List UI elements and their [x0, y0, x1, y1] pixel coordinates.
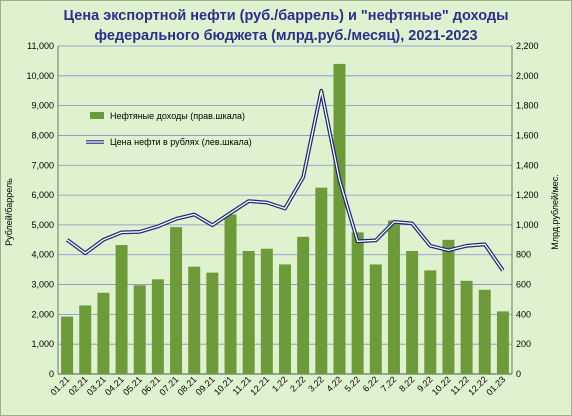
- x-tick-label: 03.21: [85, 374, 108, 397]
- left-tick-label: 9,000: [31, 101, 54, 111]
- right-tick-label: 400: [516, 309, 531, 319]
- bar: [115, 245, 128, 374]
- x-tick-label: 05.21: [121, 374, 144, 397]
- legend-swatch-bar: [90, 112, 104, 119]
- left-tick-label: 3,000: [31, 280, 54, 290]
- legend: Нефтяные доходы (прав.шкала) Цена нефти …: [86, 111, 252, 147]
- x-tick-label: 06.21: [139, 374, 162, 397]
- right-tick-label: 1,600: [516, 130, 539, 140]
- bar: [279, 264, 291, 374]
- bar: [97, 292, 110, 374]
- legend-label-line: Цена нефти в рублях (лев.шкала): [110, 137, 252, 147]
- x-tick-label: 1.22: [270, 374, 289, 393]
- right-tick-label: 0: [516, 369, 521, 379]
- left-tick-label: 1,000: [31, 339, 54, 349]
- x-tick-label: 02.21: [67, 374, 90, 397]
- right-tick-label: 200: [516, 339, 531, 349]
- right-tick-label: 1,000: [516, 220, 539, 230]
- line-series: [65, 88, 505, 272]
- left-tick-label: 11,000: [27, 41, 54, 51]
- left-tick-label: 7,000: [31, 160, 54, 170]
- bar: [170, 227, 183, 374]
- right-tick-label: 1,400: [516, 160, 539, 170]
- bar: [496, 311, 509, 374]
- x-axis-ticks: 01.2102.2103.2104.2105.2106.2107.2108.21…: [48, 374, 507, 397]
- chart-title-line1: Цена экспортной нефти (руб./баррель) и "…: [63, 8, 509, 24]
- bar: [188, 266, 201, 374]
- bar: [79, 305, 92, 374]
- bar: [315, 187, 328, 374]
- bar: [387, 220, 400, 374]
- bar: [242, 251, 255, 374]
- right-tick-label: 2,000: [516, 71, 539, 81]
- bar: [333, 63, 346, 375]
- bar: [260, 248, 273, 374]
- x-tick-label: 10.22: [430, 374, 453, 397]
- left-tick-label: 8,000: [31, 130, 54, 140]
- bar: [151, 279, 164, 374]
- x-tick-label: 10.21: [212, 374, 235, 397]
- x-tick-label: 12.21: [248, 374, 271, 397]
- bar: [206, 272, 219, 374]
- left-tick-label: 5,000: [31, 220, 54, 230]
- bar-series: [61, 63, 509, 375]
- bar: [61, 316, 74, 374]
- left-axis-ticks: 0 1,000 2,000 3,000 4,000 5,000 6,000 7,000 8,00…: [26, 41, 54, 379]
- bar: [224, 214, 237, 374]
- bar: [133, 285, 146, 374]
- left-tick-label: 0: [49, 369, 54, 379]
- x-tick-label: 4.22: [324, 374, 343, 393]
- right-tick-label: 2,200: [516, 41, 539, 51]
- right-tick-label: 1,200: [516, 190, 539, 200]
- right-tick-label: 1,800: [516, 101, 539, 111]
- left-tick-label: 4,000: [31, 250, 54, 260]
- bar: [351, 232, 364, 374]
- right-axis-label: Млрд.рублей/мес.: [550, 174, 560, 250]
- x-tick-label: 2.22: [288, 374, 307, 393]
- chart-title-line2: федерального бюджета (млрд.руб./месяц), …: [94, 28, 478, 44]
- x-tick-label: 3.22: [306, 374, 325, 393]
- x-tick-label: 07.21: [157, 374, 180, 397]
- left-axis-label: Рублей/баррель: [4, 178, 14, 246]
- bar: [406, 251, 419, 374]
- bar: [297, 236, 310, 374]
- x-tick-label: 11.22: [448, 374, 471, 397]
- bar: [369, 264, 382, 374]
- right-axis-ticks: 0 200 400 600 800 1,000 1,200 1,400 1,600 1,800 2,…: [516, 41, 539, 379]
- chart-title: Цена экспортной нефти (руб./баррель) и "…: [0, 6, 572, 46]
- bar: [424, 270, 437, 374]
- x-tick-label: 08.21: [176, 374, 199, 397]
- right-tick-label: 800: [516, 250, 531, 260]
- x-tick-label: 5.22: [343, 374, 362, 393]
- bar: [460, 280, 473, 374]
- left-tick-label: 6,000: [31, 190, 54, 200]
- legend-label-bar: Нефтяные доходы (прав.шкала): [110, 111, 245, 121]
- x-tick-label: 12.22: [466, 374, 489, 397]
- x-tick-label: 7.22: [379, 374, 398, 393]
- x-tick-label: 09.21: [194, 374, 217, 397]
- left-tick-label: 10,000: [26, 71, 54, 81]
- x-tick-label: 6.22: [361, 374, 380, 393]
- x-tick-label: 01.23: [484, 374, 507, 397]
- x-tick-label: 04.21: [103, 374, 126, 397]
- bar: [442, 239, 455, 374]
- bar: [478, 289, 491, 374]
- x-tick-label: 11.21: [231, 374, 254, 397]
- left-tick-label: 2,000: [31, 309, 54, 319]
- right-tick-label: 600: [516, 280, 531, 290]
- x-tick-label: 8.22: [397, 374, 416, 393]
